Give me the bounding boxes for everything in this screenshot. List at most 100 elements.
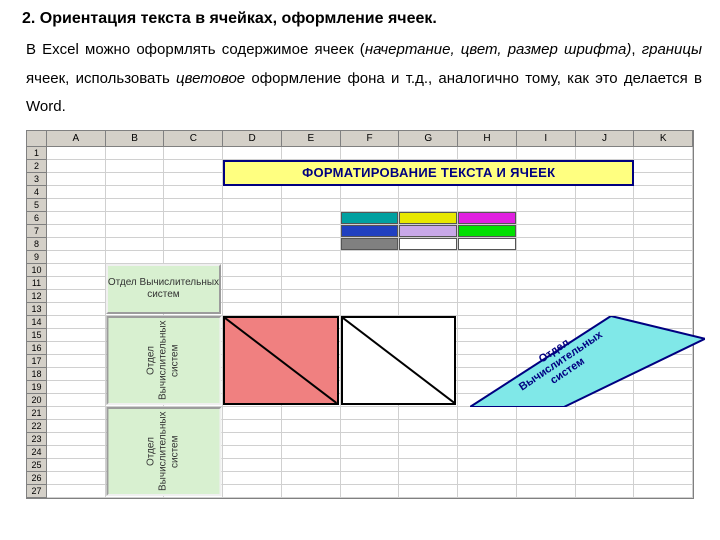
grid-cell [47, 290, 106, 303]
grid-cell [106, 147, 165, 160]
grid-cell [576, 160, 635, 173]
grid-cell [576, 420, 635, 433]
grid-cell [458, 381, 517, 394]
grid-cell [634, 368, 693, 381]
grid-cell [458, 147, 517, 160]
para-i2: границы [642, 41, 702, 58]
grid-cell [341, 199, 400, 212]
grid-cell [458, 420, 517, 433]
grid-cell [517, 381, 576, 394]
grid-cell [576, 147, 635, 160]
grid-cell [106, 433, 165, 446]
grid-cell [282, 472, 341, 485]
grid-row: 10 [27, 264, 693, 277]
grid-cell [576, 303, 635, 316]
grid-cell [458, 355, 517, 368]
grid-row: 26 [27, 472, 693, 485]
grid-cell [223, 316, 282, 329]
grid-cell [458, 225, 517, 238]
grid-cell [223, 290, 282, 303]
row-header: 1 [27, 147, 47, 160]
grid-cell [576, 329, 635, 342]
row-header: 10 [27, 264, 47, 277]
grid-cell [458, 173, 517, 186]
grid-cell [341, 420, 400, 433]
grid-cell [282, 368, 341, 381]
grid-cell [47, 316, 106, 329]
grid-cell [106, 264, 165, 277]
grid-cell [164, 459, 223, 472]
grid-cell [223, 355, 282, 368]
grid-cell [341, 290, 400, 303]
grid-cell [164, 186, 223, 199]
row-header: 6 [27, 212, 47, 225]
grid-cell [576, 407, 635, 420]
grid-cell [106, 329, 165, 342]
grid-cell [341, 407, 400, 420]
grid-cell [164, 420, 223, 433]
grid-cell [106, 459, 165, 472]
grid-cell [517, 238, 576, 251]
grid-cell [223, 329, 282, 342]
grid-cell [47, 147, 106, 160]
grid-cell [106, 186, 165, 199]
para-i1: начертание, цвет, размер шрифта) [365, 41, 632, 58]
grid-cell [517, 173, 576, 186]
grid-cell [517, 316, 576, 329]
grid-cell [399, 303, 458, 316]
grid-cell [47, 329, 106, 342]
grid-cell [223, 225, 282, 238]
grid-cell [517, 264, 576, 277]
corner-cell [27, 131, 47, 147]
grid-cell [634, 277, 693, 290]
grid-cell [399, 446, 458, 459]
grid-row: 19 [27, 381, 693, 394]
grid-cell [576, 290, 635, 303]
grid-cell [399, 199, 458, 212]
grid-row: 6 [27, 212, 693, 225]
grid-row: 2 [27, 160, 693, 173]
grid-cell [106, 225, 165, 238]
grid-cell [458, 472, 517, 485]
grid-cell [282, 420, 341, 433]
grid-cell [282, 264, 341, 277]
grid-cell [634, 355, 693, 368]
grid-cell [576, 446, 635, 459]
grid-cell [634, 290, 693, 303]
grid-cell [458, 212, 517, 225]
grid-cell [399, 277, 458, 290]
grid-cell [458, 446, 517, 459]
grid-cell [517, 186, 576, 199]
grid-cell [634, 212, 693, 225]
grid-cell [399, 290, 458, 303]
column-header: A [47, 131, 106, 147]
grid-cell [164, 381, 223, 394]
grid-cell [164, 446, 223, 459]
grid-cell [106, 472, 165, 485]
grid-cell [341, 342, 400, 355]
grid-cell [47, 433, 106, 446]
grid-cell [634, 381, 693, 394]
grid-cell [399, 342, 458, 355]
grid-cell [399, 381, 458, 394]
grid-cell [517, 446, 576, 459]
grid-row: 9 [27, 251, 693, 264]
grid-cell [341, 251, 400, 264]
grid-cell [517, 160, 576, 173]
grid-cell [282, 212, 341, 225]
grid-cell [282, 199, 341, 212]
grid-cell [399, 147, 458, 160]
excel-screenshot: ABCDEFGHIJK 1234567891011121314151617181… [26, 130, 694, 499]
grid-cell [399, 394, 458, 407]
grid-cell [517, 199, 576, 212]
grid-row: 15 [27, 329, 693, 342]
grid-cell [282, 147, 341, 160]
grid-cell [47, 355, 106, 368]
grid-cell [106, 303, 165, 316]
grid-cell [106, 199, 165, 212]
grid-cell [341, 394, 400, 407]
grid-cell [341, 277, 400, 290]
grid-cell [223, 238, 282, 251]
grid-cell [47, 394, 106, 407]
grid-row: 17 [27, 355, 693, 368]
